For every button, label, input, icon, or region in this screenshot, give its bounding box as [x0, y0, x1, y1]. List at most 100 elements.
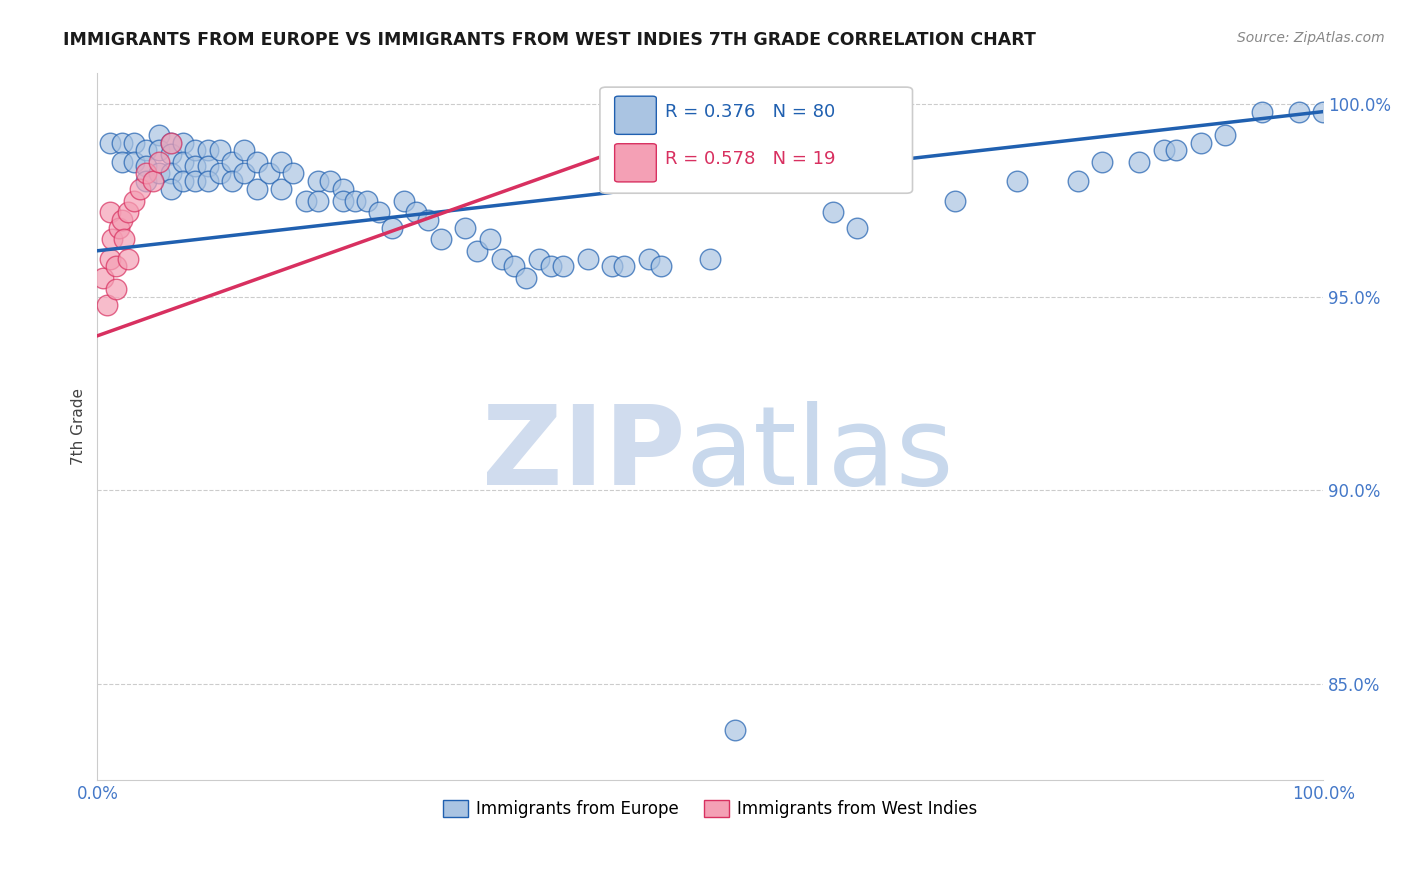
Point: [1067, 174, 1090, 188]
Point: [294, 194, 316, 208]
Point: [283, 166, 305, 180]
Point: [129, 182, 152, 196]
Point: [1312, 104, 1334, 119]
Point: [98, 252, 121, 266]
Point: [1288, 104, 1310, 119]
FancyBboxPatch shape: [614, 144, 657, 182]
Point: [117, 205, 139, 219]
Point: [96, 298, 118, 312]
Point: [650, 259, 672, 273]
Point: [319, 174, 342, 188]
Point: [307, 174, 329, 188]
Text: Source: ZipAtlas.com: Source: ZipAtlas.com: [1237, 31, 1385, 45]
Point: [184, 174, 207, 188]
Point: [527, 252, 550, 266]
Point: [197, 159, 219, 173]
Point: [270, 182, 292, 196]
Point: [540, 259, 562, 273]
Point: [197, 174, 219, 188]
Point: [160, 147, 183, 161]
Point: [576, 252, 599, 266]
Point: [160, 136, 183, 150]
Point: [724, 723, 747, 737]
Point: [699, 252, 721, 266]
Point: [233, 166, 256, 180]
Point: [368, 205, 391, 219]
Point: [246, 154, 269, 169]
Point: [98, 205, 121, 219]
Point: [135, 166, 157, 180]
Point: [1153, 143, 1175, 157]
Point: [307, 194, 329, 208]
Point: [135, 159, 157, 173]
Point: [478, 232, 501, 246]
Text: ZIP: ZIP: [482, 401, 686, 508]
Point: [148, 143, 170, 157]
Point: [356, 194, 378, 208]
Point: [515, 270, 537, 285]
Point: [221, 154, 243, 169]
Point: [1091, 154, 1114, 169]
Point: [141, 174, 163, 188]
Point: [172, 136, 194, 150]
Point: [405, 205, 427, 219]
FancyBboxPatch shape: [614, 96, 657, 135]
Point: [429, 232, 451, 246]
Point: [467, 244, 489, 258]
Point: [197, 143, 219, 157]
Point: [101, 232, 124, 246]
Point: [135, 174, 157, 188]
Point: [93, 270, 115, 285]
Point: [392, 194, 415, 208]
Point: [111, 154, 134, 169]
Point: [821, 205, 844, 219]
Point: [172, 154, 194, 169]
Point: [1164, 143, 1187, 157]
Point: [1005, 174, 1028, 188]
Point: [1250, 104, 1272, 119]
Point: [846, 220, 869, 235]
Text: R = 0.578   N = 19: R = 0.578 N = 19: [665, 150, 835, 169]
Y-axis label: 7th Grade: 7th Grade: [72, 388, 86, 465]
Point: [1128, 154, 1150, 169]
Point: [233, 143, 256, 157]
Point: [104, 259, 127, 273]
Point: [257, 166, 280, 180]
Point: [112, 232, 135, 246]
Point: [111, 136, 134, 150]
Point: [160, 182, 183, 196]
Point: [184, 143, 207, 157]
Point: [208, 166, 231, 180]
FancyBboxPatch shape: [600, 87, 912, 194]
Point: [122, 194, 145, 208]
Point: [1213, 128, 1236, 142]
Point: [117, 252, 139, 266]
Point: [380, 220, 402, 235]
Point: [1189, 136, 1212, 150]
Point: [148, 166, 170, 180]
Point: [208, 143, 231, 157]
Point: [108, 220, 131, 235]
Point: [343, 194, 366, 208]
Point: [699, 96, 721, 111]
Point: [104, 282, 127, 296]
Point: [122, 136, 145, 150]
Point: [638, 252, 661, 266]
Point: [160, 136, 183, 150]
Legend: Immigrants from Europe, Immigrants from West Indies: Immigrants from Europe, Immigrants from …: [436, 794, 984, 825]
Point: [148, 128, 170, 142]
Point: [332, 194, 354, 208]
Point: [148, 154, 170, 169]
Point: [184, 159, 207, 173]
Point: [600, 259, 623, 273]
Point: [122, 154, 145, 169]
Point: [945, 194, 967, 208]
Text: IMMIGRANTS FROM EUROPE VS IMMIGRANTS FROM WEST INDIES 7TH GRADE CORRELATION CHAR: IMMIGRANTS FROM EUROPE VS IMMIGRANTS FRO…: [63, 31, 1036, 49]
Point: [172, 174, 194, 188]
Point: [270, 154, 292, 169]
Text: R = 0.376   N = 80: R = 0.376 N = 80: [665, 103, 835, 120]
Point: [221, 174, 243, 188]
Point: [160, 166, 183, 180]
Point: [503, 259, 526, 273]
Point: [454, 220, 477, 235]
